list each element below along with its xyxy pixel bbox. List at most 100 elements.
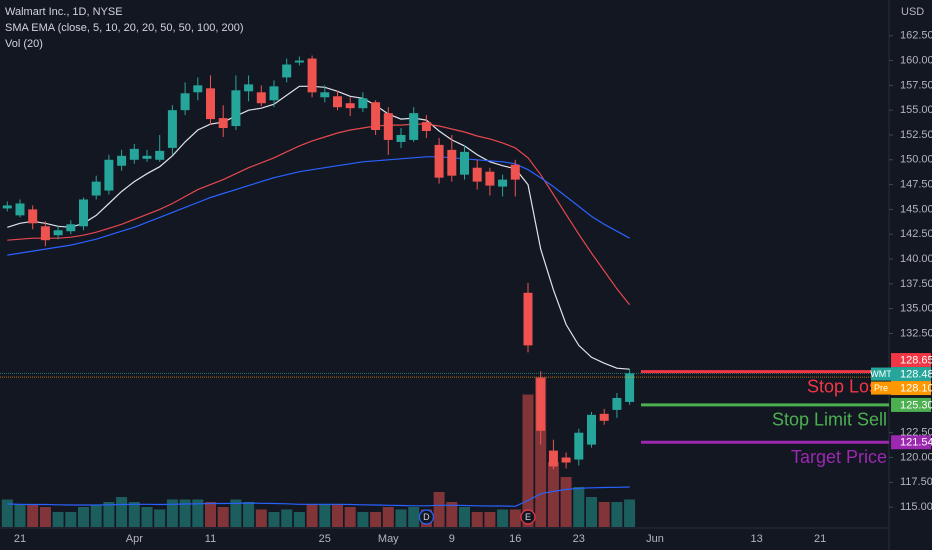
candle-body <box>548 450 558 467</box>
event-marker <box>520 509 536 525</box>
volume-bar <box>65 512 77 527</box>
y-tick-label: 132.50 <box>900 327 932 339</box>
price-axis-label-box <box>891 435 931 450</box>
indicator-label: SMA EMA (close, 5, 10, 20, 20, 50, 50, 1… <box>5 22 243 34</box>
x-tick-label: 21 <box>14 533 26 545</box>
volume-bar <box>611 502 623 527</box>
volume-bar <box>205 502 216 527</box>
volume-bar <box>306 504 318 527</box>
candle-body <box>282 64 292 78</box>
volume-bar <box>230 499 242 527</box>
volume-bar <box>560 477 572 527</box>
candle-body <box>2 205 12 209</box>
volume-bar <box>547 462 559 527</box>
candle-body <box>472 167 482 182</box>
volume-bar <box>408 507 420 527</box>
volume-bar <box>471 512 483 527</box>
y-tick-label: 140.00 <box>900 253 932 265</box>
candle-body <box>104 159 114 191</box>
candle-body <box>460 151 469 175</box>
candle-body <box>155 150 165 160</box>
volume-bar <box>509 509 521 527</box>
price-marker-name: Pre <box>874 383 888 393</box>
candle-body <box>498 179 508 187</box>
y-tick-label: 115.00 <box>900 501 932 513</box>
price-axis-label-box <box>891 397 931 412</box>
candle-body <box>244 84 254 92</box>
candle-body <box>345 103 355 109</box>
candle-body <box>434 144 444 178</box>
candle-body <box>396 134 406 142</box>
moving-average-line <box>7 123 631 306</box>
x-tick-label: 9 <box>449 533 455 545</box>
volume-bar <box>281 509 293 527</box>
candle-body <box>91 181 101 196</box>
candle-body <box>574 432 584 460</box>
price-line-text: Stop Limit Sell <box>772 410 887 430</box>
price-marker-name: WMT <box>870 369 892 379</box>
candle-body <box>333 96 342 108</box>
volume-bar <box>319 504 331 527</box>
candle-body <box>612 397 622 410</box>
volume-bar <box>14 504 26 527</box>
y-tick-label: 162.50 <box>900 30 932 42</box>
volume-bar <box>154 509 166 527</box>
price-axis-label: 121.54 <box>900 437 932 449</box>
candle-body <box>206 88 215 120</box>
volume-bar <box>128 502 140 527</box>
candle-body <box>383 113 393 140</box>
volume-bar <box>90 504 102 527</box>
candle-body <box>180 93 190 111</box>
price-axis-label: 128.10 <box>900 382 932 394</box>
price-marker-name-box <box>871 367 891 381</box>
price-axis-label-box <box>891 353 931 368</box>
x-tick-label: May <box>378 533 399 545</box>
volume-bar <box>484 512 496 527</box>
price-line-text: Stop Loss <box>807 376 887 396</box>
volume-bar <box>370 512 382 527</box>
y-tick-label: 117.50 <box>900 476 932 488</box>
candle-body <box>193 85 203 93</box>
candle-body <box>256 92 266 104</box>
y-tick-label: 142.50 <box>900 228 932 240</box>
y-tick-label: 155.00 <box>900 104 932 116</box>
price-line-text: Target Price <box>791 447 887 467</box>
x-tick-label: 11 <box>205 533 216 545</box>
volume-bar <box>78 507 89 527</box>
volume-bar <box>103 502 115 527</box>
y-tick-label: 137.50 <box>900 278 932 290</box>
candle-body <box>358 98 368 109</box>
volume-bar <box>217 507 229 527</box>
candle-body <box>167 110 177 148</box>
y-tick-label: 150.00 <box>900 154 932 166</box>
x-tick-label: Jun <box>646 533 664 545</box>
volume-bar <box>433 492 445 527</box>
y-tick-label: 157.50 <box>900 79 932 91</box>
candle-body <box>66 224 76 232</box>
volume-bar <box>268 512 280 527</box>
candle-body <box>28 209 38 224</box>
indicator-label: Vol (20) <box>5 38 43 50</box>
volume-bar <box>573 487 585 527</box>
candle-body <box>447 149 457 176</box>
x-tick-label: 23 <box>573 533 585 545</box>
candle-body <box>40 226 50 241</box>
volume-bar <box>39 507 51 527</box>
candle-body <box>536 378 546 431</box>
candle-body <box>587 414 596 445</box>
candle-body <box>485 171 495 186</box>
volume-bar <box>1 499 13 527</box>
volume-bar <box>116 497 128 527</box>
candle-body <box>561 457 571 463</box>
event-label: E <box>525 512 531 522</box>
x-tick-label: 25 <box>319 533 331 545</box>
volume-bar <box>166 499 178 527</box>
volume-bar <box>497 509 509 527</box>
x-tick-label: 16 <box>509 533 521 545</box>
candle-body <box>409 113 419 140</box>
volume-bar <box>293 512 305 527</box>
event-marker <box>418 509 434 525</box>
candle-body <box>523 292 533 346</box>
event-label: D <box>423 512 430 522</box>
overlay-layer: D E Stop Loss Stop Limit Sell Target Price 12… <box>418 353 932 525</box>
